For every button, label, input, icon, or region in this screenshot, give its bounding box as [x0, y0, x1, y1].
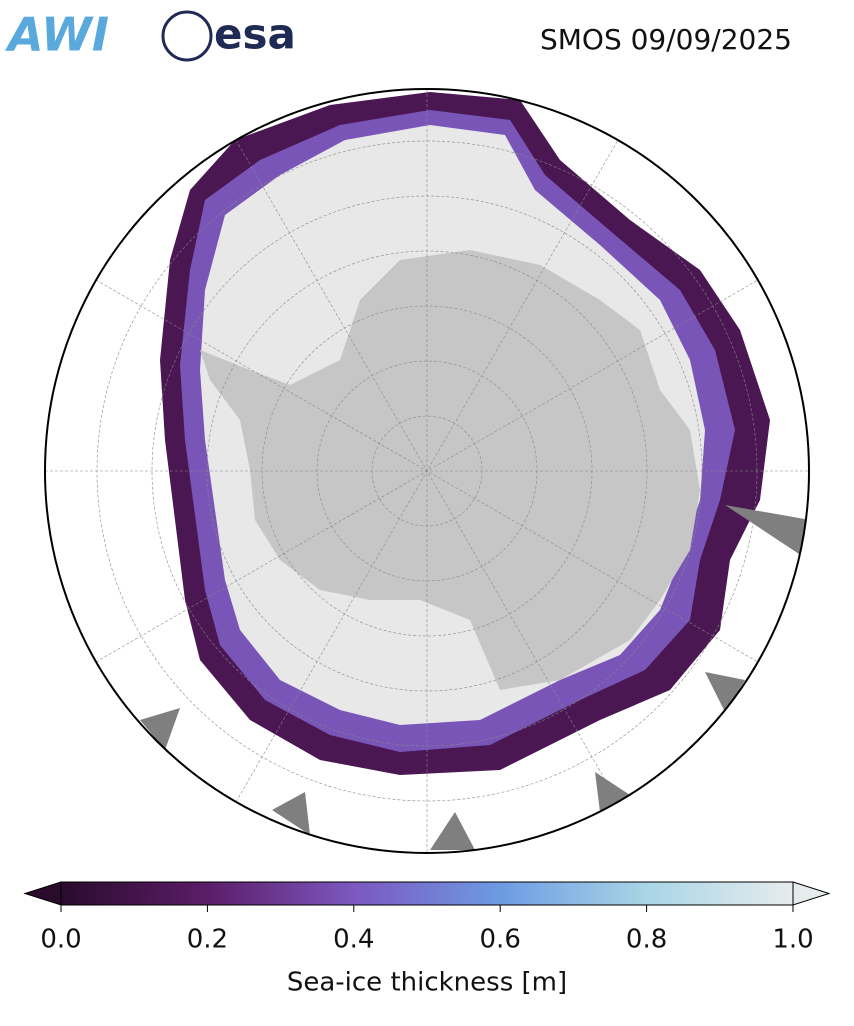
colorbar-tick-label: 0.4 [333, 925, 374, 955]
colorbar-tick-label: 0.8 [626, 925, 667, 955]
graticule [45, 89, 809, 853]
colorbar: Sea-ice thickness [m] 0.0 0.2 0.4 0.6 0.8 1.0 [23, 881, 831, 998]
esa-emblem [161, 10, 213, 62]
colorbar-tick-label: 0.6 [480, 925, 521, 955]
esa-logo: esa [214, 10, 296, 59]
colorbar-bar [60, 881, 794, 906]
colorbar-tick-label: 1.0 [772, 925, 813, 955]
awi-logo: AWI [5, 8, 109, 62]
colorbar-extend-low [23, 881, 62, 906]
antarctica [200, 250, 700, 690]
colorbar-extend-high [792, 881, 831, 906]
colorbar-label: Sea-ice thickness [m] [287, 968, 567, 998]
colorbar-tick-label: 0.0 [40, 925, 81, 955]
map-frame [44, 88, 810, 854]
colorbar-tick-label: 0.2 [187, 925, 228, 955]
map-title: SMOS 09/09/2025 [540, 23, 792, 56]
map [45, 89, 809, 853]
